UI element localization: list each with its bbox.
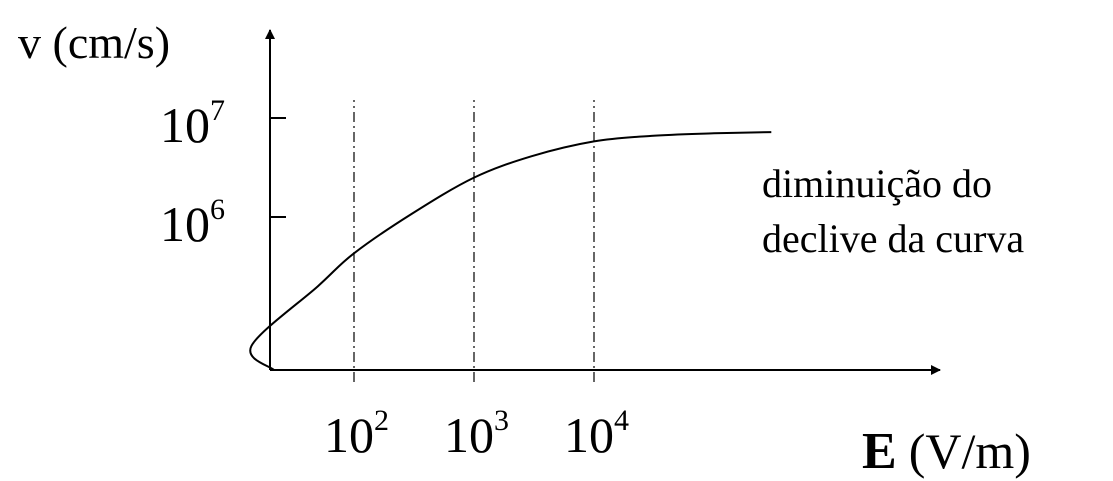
x-axis-label-units: (V/m) (909, 423, 1031, 479)
x-tick-label: 103 (444, 404, 509, 463)
x-tick-exponent: 4 (614, 404, 629, 437)
y-tick-label: 106 (160, 193, 225, 252)
annotation-line-2: declive da curva (762, 216, 1024, 261)
y-axis-label: v (cm/s) (18, 17, 170, 68)
y-tick-label: 107 (160, 94, 225, 153)
gridlines (353, 100, 595, 382)
x-tick-label: 104 (564, 404, 629, 463)
x-axis-label: E (V/m) (862, 423, 1031, 480)
y-tick-base: 10 (160, 196, 210, 252)
series-line (249, 131, 772, 371)
x-tick-base: 10 (324, 407, 374, 463)
x-tick-base: 10 (564, 407, 614, 463)
x-tick-exponent: 3 (494, 404, 509, 437)
y-tick-base: 10 (160, 97, 210, 153)
y-tick-exponent: 6 (210, 193, 225, 226)
y-tick-exponent: 7 (210, 94, 225, 127)
x-tick-exponent: 2 (374, 404, 389, 437)
x-ticks: 102 103 104 (324, 404, 629, 463)
annotation-line-1: diminuição do (762, 161, 992, 206)
x-axis-label-symbol: E (862, 423, 897, 480)
x-tick-base: 10 (444, 407, 494, 463)
x-tick-label: 102 (324, 404, 389, 463)
